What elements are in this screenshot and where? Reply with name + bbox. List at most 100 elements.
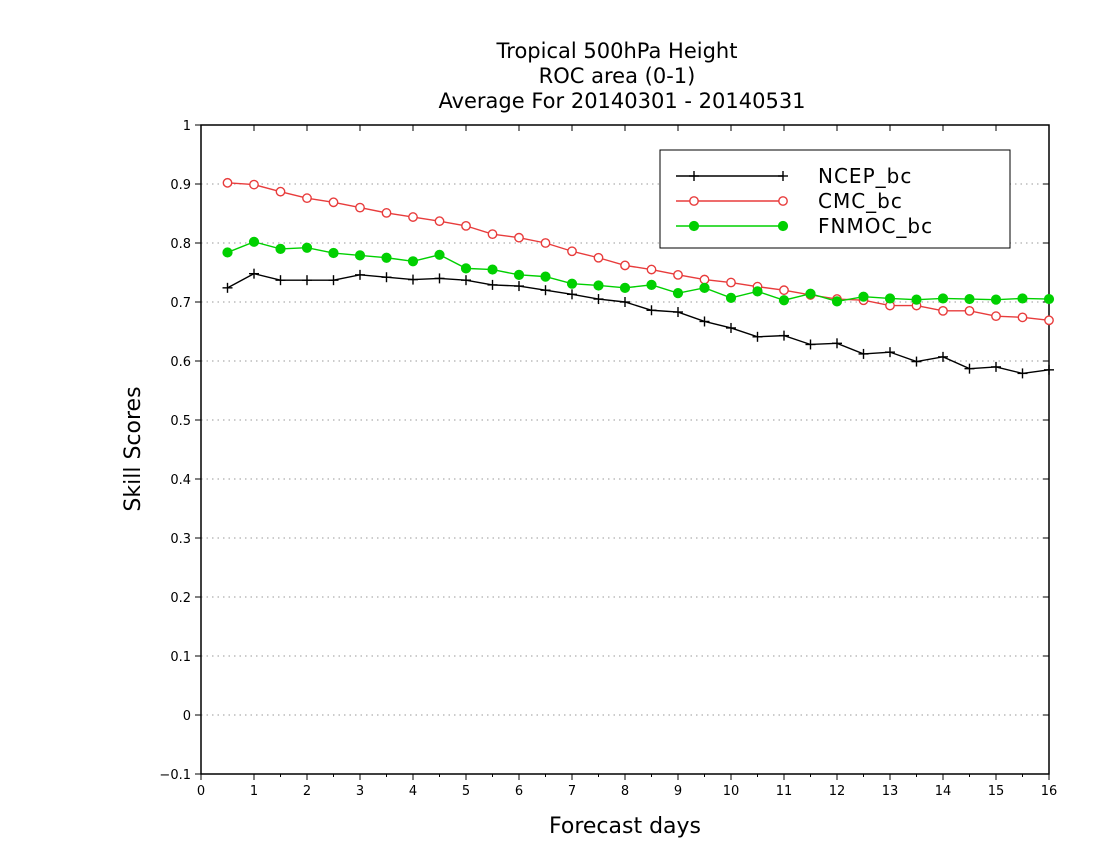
x-tick-label: 6	[515, 784, 523, 799]
x-tick-label: 0	[197, 784, 205, 799]
series-line-ncep-bc	[227, 272, 1050, 375]
y-tick-label: 0	[183, 709, 191, 724]
data-point-fnmoc-bc	[328, 247, 339, 259]
data-point-fnmoc-bc	[407, 256, 419, 267]
series-line-fnmoc-bc	[227, 241, 1050, 303]
title-line-2: ROC area (0-1)	[539, 64, 696, 88]
data-point-cmc-bc	[487, 229, 498, 240]
x-tick-label: 15	[988, 784, 1005, 799]
data-point-fnmoc-bc	[222, 247, 233, 258]
data-point-fnmoc-bc	[381, 252, 392, 263]
data-point-cmc-bc	[434, 216, 445, 227]
data-point-cmc-bc	[726, 277, 736, 288]
data-point-cmc-bc	[408, 212, 418, 222]
x-tick-label: 2	[303, 784, 311, 799]
data-point-fnmoc-bc	[540, 271, 551, 282]
legend-label: NCEP_bc	[818, 164, 912, 188]
data-point-fnmoc-bc	[593, 280, 604, 291]
data-point-fnmoc-bc	[778, 295, 790, 306]
y-tick-label: 0.5	[170, 414, 191, 429]
legend-marker	[689, 196, 699, 206]
data-point-cmc-bc	[779, 285, 789, 296]
data-point-fnmoc-bc	[275, 243, 286, 254]
data-point-fnmoc-bc	[964, 293, 975, 305]
y-tick-label: 0.9	[170, 178, 191, 193]
data-point-fnmoc-bc	[672, 288, 684, 299]
legend-item-ncep-bc: NCEP_bc	[676, 164, 912, 188]
y-tick-label: −0.1	[159, 768, 191, 783]
data-point-fnmoc-bc	[619, 282, 631, 293]
data-point-ncep-bc	[328, 275, 339, 286]
data-point-cmc-bc	[673, 269, 683, 280]
data-point-ncep-bc	[1017, 368, 1028, 379]
data-point-fnmoc-bc	[646, 279, 657, 290]
data-point-ncep-bc	[805, 339, 816, 350]
data-point-cmc-bc	[249, 179, 259, 190]
legend-marker	[689, 171, 699, 181]
data-point-cmc-bc	[275, 186, 286, 197]
y-tick-label: 0.1	[170, 650, 191, 665]
data-point-fnmoc-bc	[884, 293, 896, 304]
data-point-fnmoc-bc	[487, 264, 498, 275]
data-point-ncep-bc	[620, 297, 630, 307]
data-point-cmc-bc	[355, 202, 365, 213]
y-tick-label: 0.8	[170, 237, 191, 252]
series-ncep-bc	[222, 268, 1054, 379]
data-point-fnmoc-bc	[752, 286, 763, 297]
data-point-ncep-bc	[938, 351, 948, 362]
data-point-fnmoc-bc	[248, 236, 260, 247]
data-point-ncep-bc	[858, 348, 869, 359]
legend-label: CMC_bc	[818, 189, 903, 213]
x-tick-label: 7	[568, 784, 576, 799]
title-line-1: Tropical 500hPa Height	[496, 39, 738, 63]
plot-frame	[200, 124, 1050, 775]
x-tick-label: 12	[829, 784, 846, 799]
data-point-ncep-bc	[593, 294, 604, 305]
y-tick-label: 1	[183, 119, 191, 134]
data-point-fnmoc-bc	[1043, 293, 1055, 305]
data-point-fnmoc-bc	[990, 294, 1002, 305]
data-point-ncep-bc	[540, 285, 551, 296]
data-point-cmc-bc	[328, 197, 339, 208]
data-point-cmc-bc	[514, 232, 524, 243]
data-point-ncep-bc	[567, 289, 577, 300]
data-point-cmc-bc	[1044, 315, 1054, 326]
data-point-ncep-bc	[434, 273, 445, 284]
data-point-fnmoc-bc	[354, 250, 366, 261]
chart-title: Tropical 500hPa Height ROC area (0-1) Av…	[438, 39, 805, 113]
title-line-3: Average For 20140301 - 20140531	[438, 89, 805, 113]
legend-marker	[777, 220, 789, 232]
legend-marker	[778, 171, 788, 181]
data-point-ncep-bc	[699, 316, 710, 327]
legend-marker	[778, 196, 788, 206]
x-tick-label: 4	[409, 784, 417, 799]
y-axis-ticks: −0.1 0 0.1 0.2 0.3 0.4 0.5 0.6 0.7 0.8 0.9 1	[159, 119, 1049, 783]
data-point-ncep-bc	[514, 281, 524, 292]
data-point-ncep-bc	[487, 279, 498, 290]
legend-box	[659, 149, 1011, 249]
data-point-cmc-bc	[620, 260, 630, 271]
data-point-cmc-bc	[222, 177, 233, 188]
x-tick-label: 1	[250, 784, 258, 799]
data-point-ncep-bc	[885, 347, 895, 358]
data-point-fnmoc-bc	[301, 242, 313, 253]
y-axis-title: Skill Scores	[121, 386, 146, 511]
x-axis-title: Forecast days	[549, 814, 701, 839]
data-point-fnmoc-bc	[937, 293, 949, 304]
y-tick-label: 0.3	[170, 532, 191, 547]
data-point-fnmoc-bc	[725, 292, 737, 303]
x-axis-ticks: 0 1 2 3 4 5 6 7 8 9 10 11 12 13 14 15 16	[197, 125, 1057, 799]
data-point-ncep-bc	[779, 330, 789, 341]
data-point-ncep-bc	[381, 272, 392, 283]
x-tick-label: 9	[674, 784, 682, 799]
data-point-ncep-bc	[275, 275, 286, 286]
data-point-cmc-bc	[938, 305, 948, 316]
data-point-fnmoc-bc	[566, 278, 578, 289]
data-point-fnmoc-bc	[1017, 293, 1028, 304]
legend-item-fnmoc-bc: FNMOC_bc	[676, 214, 932, 238]
data-point-ncep-bc	[991, 361, 1001, 372]
data-point-cmc-bc	[1017, 312, 1028, 323]
data-point-cmc-bc	[461, 220, 471, 231]
